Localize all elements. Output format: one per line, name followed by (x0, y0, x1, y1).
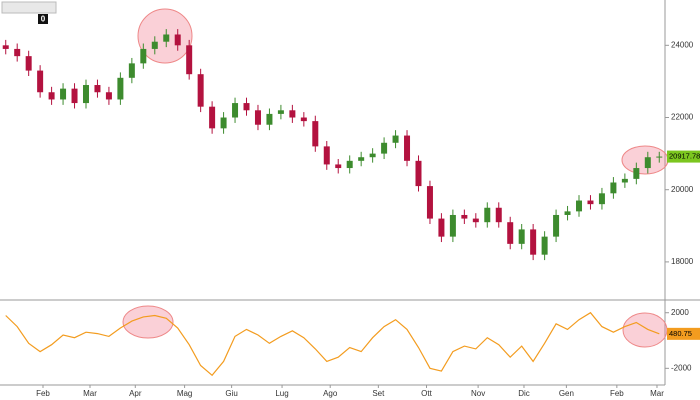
last-osc-box (667, 327, 700, 340)
y-tick-label: 24000 (671, 40, 694, 49)
candle-body (426, 186, 433, 219)
candle-body (289, 110, 296, 118)
candle-body (2, 45, 9, 49)
x-tick-label: Ago (323, 389, 338, 398)
highlight (622, 312, 668, 348)
candle-body (220, 117, 227, 129)
x-tick-label: Feb (610, 389, 624, 398)
x-tick-label: Dic (518, 389, 530, 398)
candle-body (346, 160, 353, 169)
candle-body (117, 77, 124, 100)
candle-body (438, 218, 445, 237)
candle-body (254, 110, 261, 125)
candle-body (312, 121, 319, 147)
candle-body (587, 200, 594, 205)
x-tick-label: Set (372, 389, 385, 398)
candle-body (598, 193, 605, 205)
y-tick-label: 20000 (671, 185, 694, 194)
candle-body (610, 182, 617, 194)
candle-body (140, 48, 147, 64)
toolbar-badge-box (38, 14, 48, 24)
x-tick-label: Lug (275, 389, 288, 398)
last-price-box (667, 150, 700, 163)
x-tick-label: Nov (471, 389, 485, 398)
candle-body (369, 153, 376, 158)
candle-body (541, 236, 548, 255)
candle-body (404, 135, 411, 161)
candle-body (277, 110, 284, 114)
candle-body (48, 92, 55, 100)
y-tick-label: -2000 (671, 363, 692, 372)
y-tick-label: 2000 (671, 308, 689, 317)
candle-body (553, 214, 560, 237)
candle-body (564, 211, 571, 215)
candle-body (37, 70, 44, 93)
x-tick-label: Apr (129, 389, 142, 398)
candle-body (656, 156, 663, 158)
candle-body (232, 103, 239, 118)
oscillator-line (5, 311, 660, 377)
y-tick-label: 18000 (671, 257, 694, 266)
candle-body (633, 168, 640, 179)
x-tick-label: Mar (83, 389, 97, 398)
candle-body (461, 214, 468, 219)
candle-body (530, 229, 537, 255)
x-tick-label: Ott (421, 389, 432, 398)
candle-body (381, 142, 388, 154)
toolbar-badge: 0 (41, 15, 46, 24)
candle-body (14, 48, 21, 57)
candle-body (300, 117, 307, 122)
y-tick-label: 22000 (671, 113, 694, 122)
x-tick-label: Mar (650, 389, 664, 398)
candle-body (25, 56, 32, 71)
candle-body (644, 157, 651, 169)
candle-body (518, 229, 525, 244)
toolbar-bar (1, 1, 57, 14)
x-tick-label: Giu (225, 389, 237, 398)
candle-body (105, 92, 112, 100)
candle-body (82, 85, 89, 104)
last-price-label: 20917.78 (669, 152, 700, 161)
last-osc-label: 480.75 (669, 329, 692, 338)
candle-body (94, 85, 101, 93)
candle-body (576, 200, 583, 212)
candle-body (209, 106, 216, 129)
x-tick-label: Feb (36, 389, 50, 398)
candle-body (484, 207, 491, 223)
candle-body (358, 157, 365, 161)
x-tick-label: Gen (559, 389, 574, 398)
candle-body (266, 113, 273, 125)
candle-body (174, 34, 181, 46)
candle-body (243, 103, 250, 111)
candle-body (472, 218, 479, 223)
candle-body (495, 207, 502, 223)
candle-body (392, 135, 399, 143)
highlight (122, 305, 174, 339)
candle-body (163, 34, 170, 42)
candle-body (621, 178, 628, 183)
candle-body (60, 88, 67, 100)
candle-body (128, 63, 135, 78)
candle-body (449, 214, 456, 237)
candle-body (507, 222, 514, 244)
candle-body (323, 146, 330, 165)
candle-body (151, 41, 158, 49)
toolbar: 0 (1, 1, 57, 24)
candle-body (71, 88, 78, 104)
x-tick-label: Mag (177, 389, 193, 398)
candle-body (335, 164, 342, 169)
candle-body (197, 74, 204, 107)
candle-body (186, 45, 193, 75)
candle-body (415, 160, 422, 187)
